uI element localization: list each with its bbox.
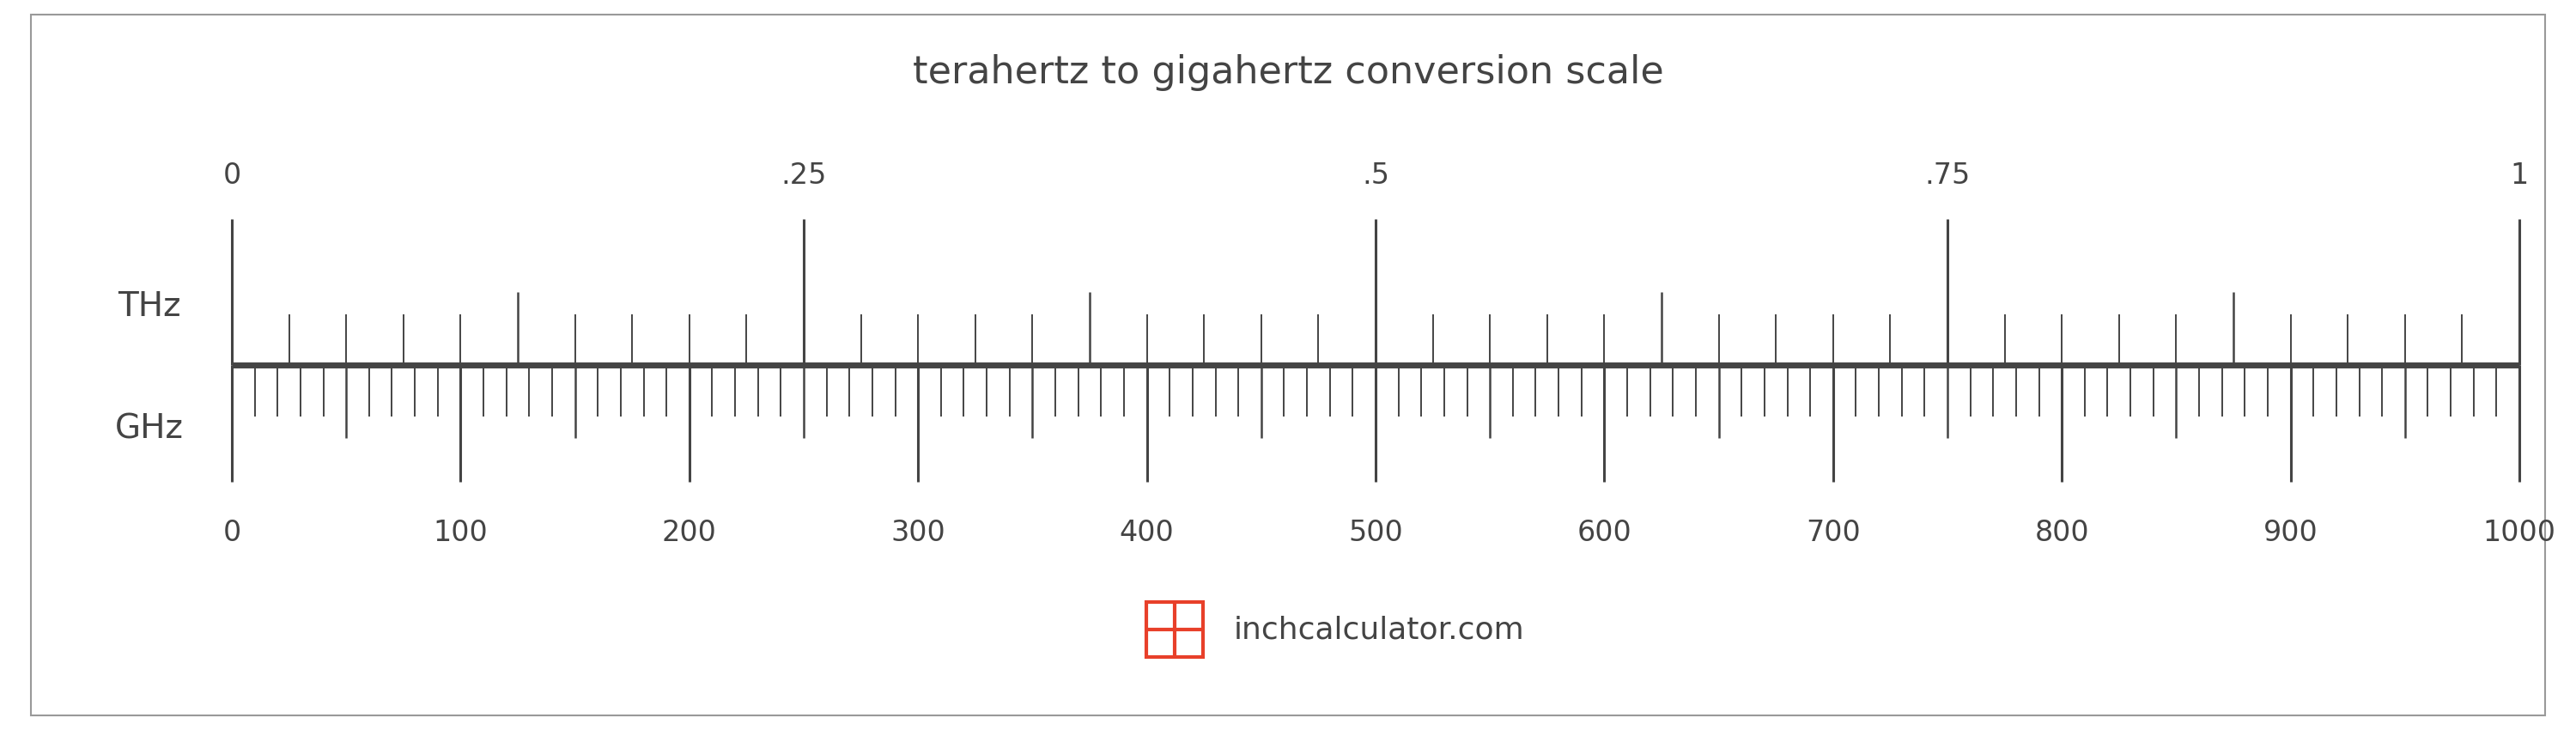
Text: 700: 700 (1806, 518, 1860, 547)
Text: .75: .75 (1924, 161, 1971, 190)
Text: 1: 1 (2509, 161, 2530, 190)
Text: .25: .25 (781, 161, 827, 190)
Text: 300: 300 (891, 518, 945, 547)
Text: 200: 200 (662, 518, 716, 547)
Text: inchcalculator.com: inchcalculator.com (1234, 615, 1525, 644)
Text: 900: 900 (2264, 518, 2318, 547)
Text: terahertz to gigahertz conversion scale: terahertz to gigahertz conversion scale (912, 55, 1664, 91)
Text: GHz: GHz (116, 413, 183, 445)
Text: 1000: 1000 (2483, 518, 2555, 547)
Text: 800: 800 (2035, 518, 2089, 547)
Bar (1146, 602, 1203, 657)
Text: THz: THz (118, 291, 180, 323)
Text: 400: 400 (1121, 518, 1175, 547)
Text: 100: 100 (433, 518, 487, 547)
Text: 600: 600 (1577, 518, 1631, 547)
Text: 500: 500 (1347, 518, 1404, 547)
Text: 0: 0 (222, 161, 242, 190)
Text: 0: 0 (222, 518, 242, 547)
Text: .5: .5 (1363, 161, 1388, 190)
